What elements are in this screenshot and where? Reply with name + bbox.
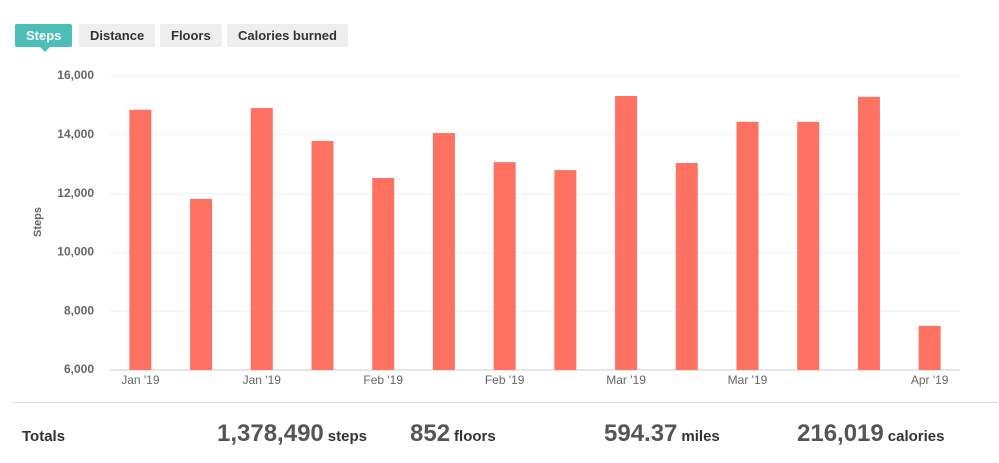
tab[interactable]: Distance xyxy=(79,24,156,47)
bar xyxy=(493,162,516,370)
bar xyxy=(311,140,334,370)
tab-pointer xyxy=(40,47,50,52)
x-tick-label: Apr '19 xyxy=(911,373,949,387)
stat-value: 216,019 xyxy=(797,420,884,447)
x-tick-label: Mar '19 xyxy=(728,373,768,387)
stat-value: 1,378,490 xyxy=(217,420,324,447)
x-tick-label: Feb '19 xyxy=(363,373,403,387)
bar xyxy=(190,198,213,370)
x-tick-label: Feb '19 xyxy=(485,373,525,387)
bar xyxy=(797,121,820,370)
tab[interactable]: Floors xyxy=(160,24,222,47)
tab[interactable]: Steps xyxy=(15,24,73,47)
bar xyxy=(736,121,759,370)
x-tick-label: Mar '19 xyxy=(606,373,646,387)
y-tick-label: 16,000 xyxy=(57,68,94,82)
bar xyxy=(250,108,273,371)
stat-value: 594.37 xyxy=(604,420,678,447)
bar xyxy=(615,95,638,370)
y-tick-label: 10,000 xyxy=(57,245,94,259)
bar xyxy=(918,325,941,370)
y-axis-label: Steps xyxy=(32,207,44,237)
chart: Steps 6,000 8,000 10,000 12,000 14,000 16,000… xyxy=(32,68,960,387)
bar xyxy=(432,133,455,370)
bar xyxy=(675,163,698,370)
stat: 1,378,490 steps xyxy=(217,420,367,448)
bar xyxy=(372,178,395,370)
separator xyxy=(12,402,998,403)
stat: 594.37 miles xyxy=(604,420,720,448)
stat-value: 852 xyxy=(410,420,451,447)
y-tick-label: 8,000 xyxy=(64,303,94,317)
x-tick-label: Jan '19 xyxy=(243,373,282,387)
stat-unit: miles xyxy=(681,428,720,445)
totals-label: Totals xyxy=(22,428,66,445)
y-tick-label: 14,000 xyxy=(57,127,94,141)
bar xyxy=(554,170,577,370)
y-tick-label: 6,000 xyxy=(64,362,94,376)
y-tick-label: 12,000 xyxy=(57,186,94,200)
stat-unit: floors xyxy=(454,428,496,445)
x-tick-label: Jan '19 xyxy=(121,373,160,387)
stat-unit: steps xyxy=(327,428,367,445)
tab[interactable]: Calories burned xyxy=(227,24,348,47)
stat: 216,019 calories xyxy=(797,420,944,448)
bar xyxy=(129,109,152,370)
stat: 852 floors xyxy=(410,420,496,448)
stat-unit: calories xyxy=(887,428,945,445)
bar xyxy=(857,96,880,371)
